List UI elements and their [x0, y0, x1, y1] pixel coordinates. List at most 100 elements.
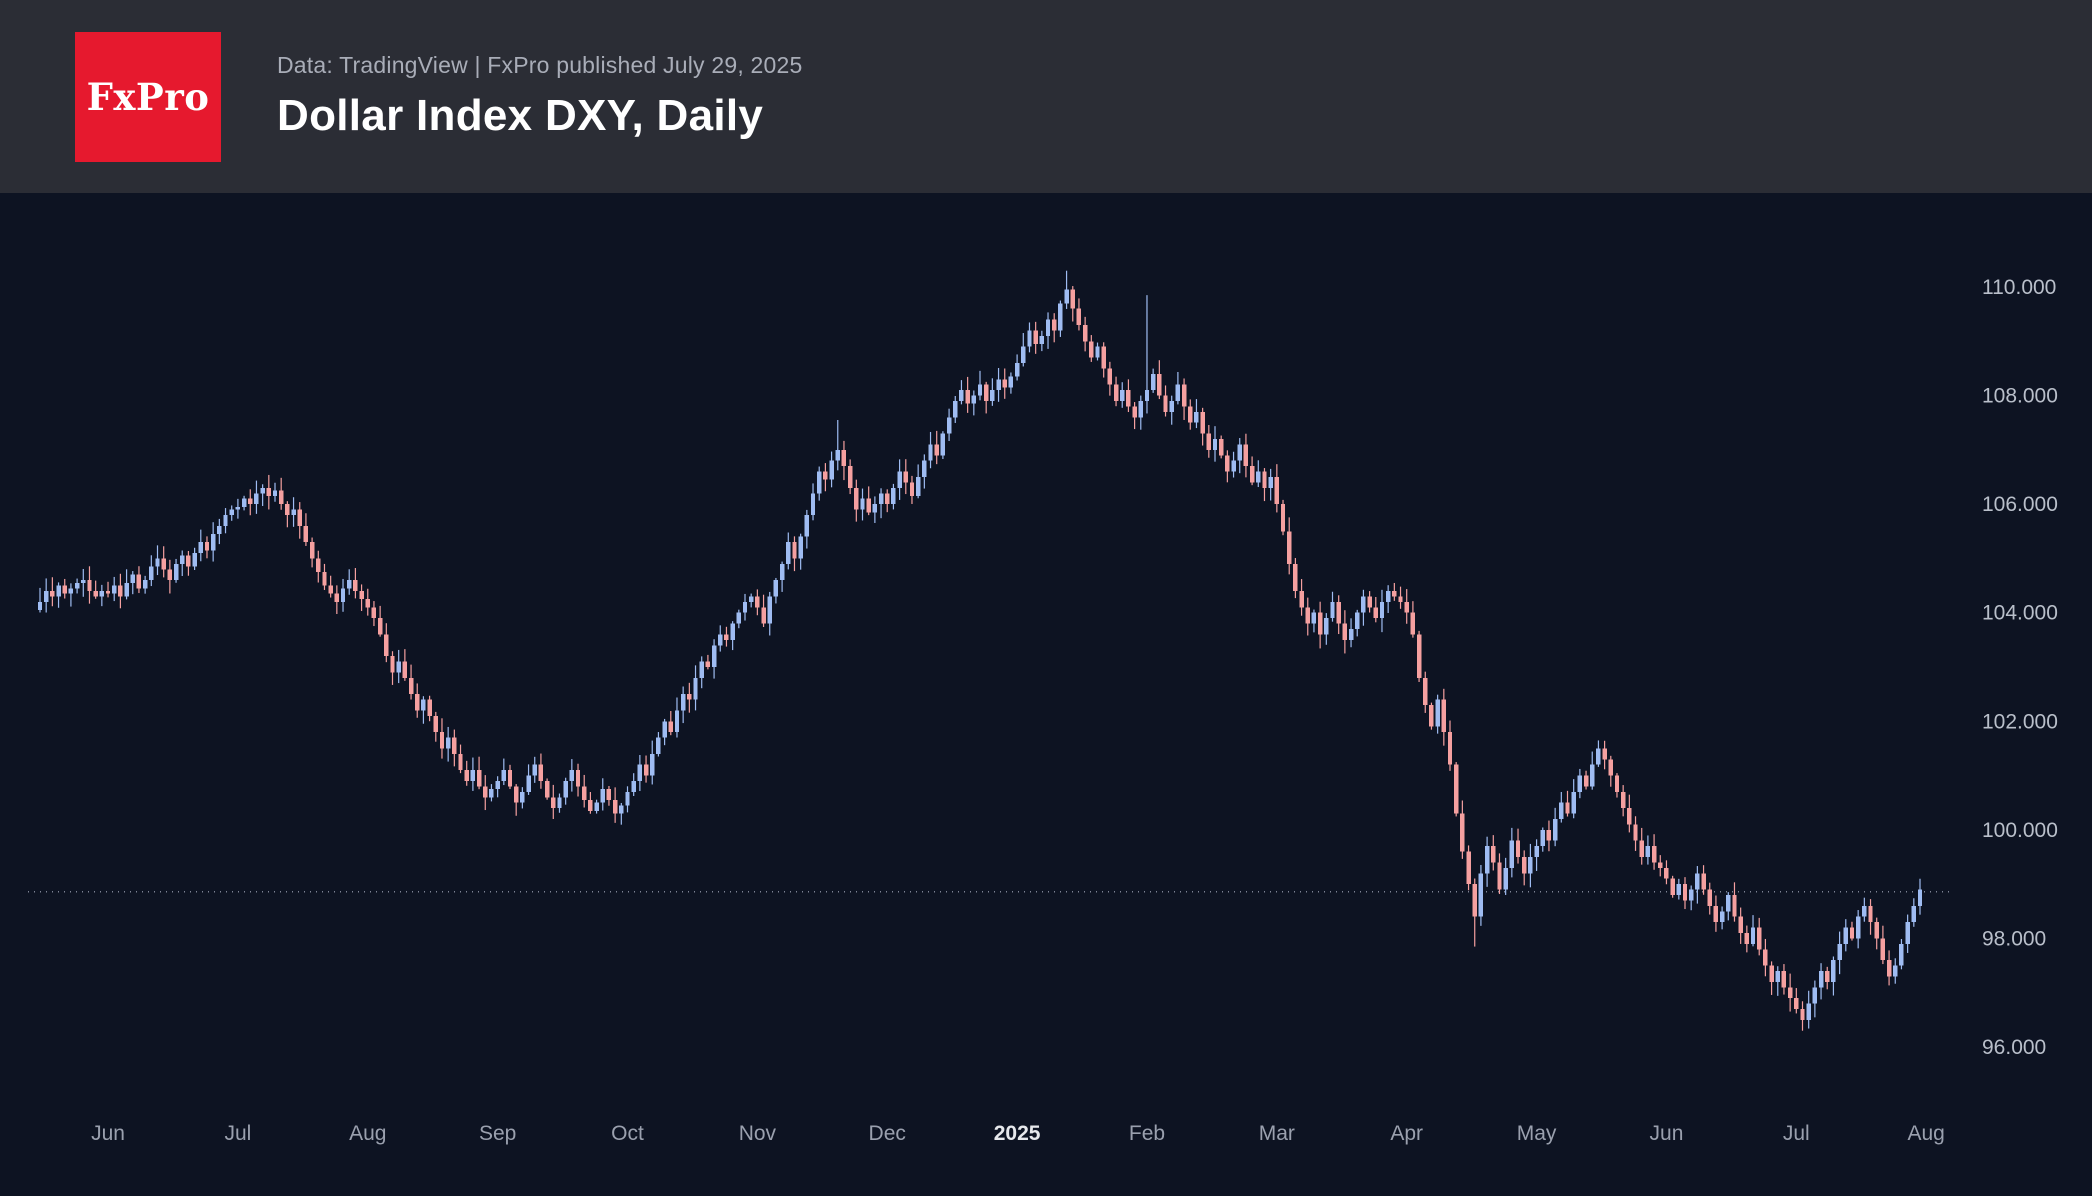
candle-body	[1794, 998, 1799, 1009]
candle	[1658, 855, 1663, 877]
candle-body	[235, 506, 241, 510]
candle-body	[792, 542, 797, 559]
candle	[130, 571, 135, 595]
candle	[1831, 956, 1836, 996]
candle	[594, 799, 599, 814]
candle	[1565, 790, 1570, 817]
candle	[1188, 399, 1193, 430]
candle	[1812, 980, 1818, 1018]
candle	[1855, 910, 1861, 949]
candle-body	[1385, 591, 1391, 602]
candle-body	[1707, 889, 1712, 906]
candle-body	[1212, 439, 1218, 450]
candle-body	[643, 764, 649, 776]
candle	[371, 601, 377, 627]
candle	[674, 697, 680, 738]
candle-body	[1194, 411, 1199, 423]
candle	[1243, 433, 1249, 478]
candle	[1645, 835, 1651, 865]
candle-body	[1726, 895, 1731, 912]
candle	[452, 729, 457, 767]
candle	[1701, 865, 1706, 895]
candle-body	[291, 509, 296, 515]
candle-body	[1917, 889, 1923, 906]
candle-body	[353, 580, 358, 591]
candle-body	[303, 525, 309, 543]
candle	[74, 578, 80, 594]
candle-body	[1095, 346, 1100, 358]
candle-body	[1336, 601, 1341, 624]
candle	[829, 451, 834, 488]
candle-body	[1163, 395, 1168, 412]
candle	[489, 784, 494, 802]
candle	[1596, 740, 1601, 767]
candle	[1750, 915, 1756, 947]
candle-body	[1453, 764, 1459, 814]
x-axis-label: Dec	[869, 1122, 906, 1145]
candle-body	[909, 482, 915, 496]
candle	[458, 744, 463, 774]
candle-body	[1249, 466, 1255, 483]
candle	[1175, 371, 1181, 405]
candle-body	[662, 721, 667, 738]
candle	[662, 718, 667, 746]
candle-body	[1404, 601, 1409, 613]
candle-body	[1225, 455, 1230, 472]
candle	[773, 577, 779, 604]
candle	[328, 575, 333, 598]
x-axis-label: Jul	[1783, 1122, 1810, 1145]
candle-body	[1874, 922, 1879, 939]
candle	[1825, 966, 1830, 990]
candle	[112, 576, 117, 602]
candle-body	[829, 460, 834, 480]
candle-body	[1911, 905, 1917, 923]
candle-body	[1348, 629, 1354, 640]
candle-body	[600, 789, 605, 803]
candle-body	[476, 770, 482, 787]
candle	[93, 580, 98, 599]
candle	[612, 787, 618, 823]
candle-body	[384, 634, 389, 657]
candle-body	[1658, 862, 1663, 868]
candle-body	[445, 737, 451, 749]
candle	[761, 594, 766, 627]
candle	[402, 649, 408, 681]
candle-body	[1497, 862, 1502, 890]
candle-body	[1398, 596, 1403, 602]
candle	[903, 459, 908, 495]
candle	[786, 532, 791, 570]
x-axis-label: Mar	[1259, 1122, 1295, 1145]
candle-body	[903, 471, 908, 483]
candle-body	[1379, 601, 1385, 619]
candle	[1317, 601, 1323, 649]
candle-body	[1101, 346, 1106, 369]
candle-body	[1695, 873, 1700, 890]
candle-body	[588, 800, 593, 811]
candle-body	[266, 487, 272, 496]
candle	[656, 732, 661, 757]
candle	[1893, 958, 1898, 984]
candle-body	[959, 390, 964, 401]
candle-body	[1862, 905, 1867, 917]
candle-body	[693, 677, 698, 700]
candle	[278, 477, 284, 510]
candle	[1837, 931, 1842, 975]
candle-body	[934, 444, 939, 456]
candle	[1651, 834, 1657, 870]
candle	[1181, 378, 1187, 420]
candle	[711, 639, 717, 679]
candle	[322, 563, 327, 590]
candle	[1763, 938, 1768, 977]
candle-body	[1627, 808, 1632, 825]
candle-body	[1478, 873, 1484, 917]
candle	[637, 754, 643, 792]
candle-body	[773, 580, 779, 597]
candle-body	[1082, 325, 1088, 342]
x-axis-label: 2025	[994, 1122, 1041, 1145]
candle-body	[1769, 965, 1774, 982]
candle-body	[180, 555, 185, 564]
candle-body	[248, 498, 253, 505]
candle	[1787, 973, 1793, 1012]
candle-body	[1206, 433, 1212, 450]
candle	[1385, 585, 1391, 614]
